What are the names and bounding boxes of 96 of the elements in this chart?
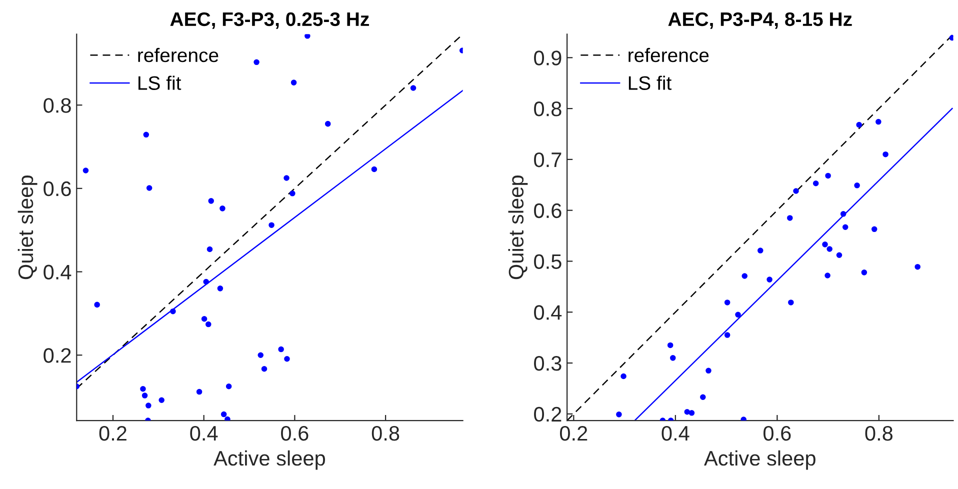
point <box>304 34 310 39</box>
point <box>735 312 741 318</box>
point <box>836 252 842 258</box>
x-tick-label: 0.8 <box>865 426 893 441</box>
point <box>700 394 706 400</box>
point <box>812 180 819 186</box>
point <box>203 278 210 285</box>
point <box>206 246 213 252</box>
point <box>410 85 416 91</box>
point <box>742 273 748 279</box>
x-tick-label: 0.4 <box>662 426 690 441</box>
chart-title: AEC, P3-P4, 8-15 Hz <box>668 12 852 29</box>
point <box>205 321 212 328</box>
y-tick-label: 0.4 <box>44 264 72 280</box>
point <box>284 175 290 181</box>
point <box>757 248 764 254</box>
legend-label: reference <box>138 48 218 62</box>
y-tick-label: 0.2 <box>44 348 71 363</box>
point <box>854 182 860 188</box>
point <box>94 302 100 308</box>
point <box>290 80 297 86</box>
point <box>146 402 152 408</box>
point <box>914 264 920 270</box>
point <box>788 300 794 306</box>
point <box>324 120 331 127</box>
point <box>876 118 882 125</box>
point <box>670 355 676 361</box>
point <box>825 172 831 179</box>
point <box>142 392 148 398</box>
point <box>220 206 226 212</box>
point <box>208 198 214 204</box>
point <box>842 224 848 230</box>
point <box>724 300 730 306</box>
point <box>826 246 832 252</box>
y-tick-label: 0.5 <box>534 254 562 269</box>
point <box>840 211 846 217</box>
x-axis-title: Active sleep <box>214 450 326 470</box>
point <box>258 352 264 358</box>
x-axis-title: Active sleep <box>704 450 816 470</box>
x-tick-label: 0.8 <box>372 426 400 441</box>
point <box>787 215 793 221</box>
y-tick-label: 0.6 <box>534 203 562 218</box>
point <box>856 122 862 128</box>
x-tick-label: 0.4 <box>190 426 218 441</box>
y-axis-title: Quiet sleep <box>508 176 528 280</box>
y-tick-label: 0.7 <box>534 152 562 168</box>
point <box>254 59 260 66</box>
point <box>822 242 828 248</box>
x-tick-label: 0.6 <box>281 426 308 441</box>
x-tick-label: 0.2 <box>560 426 588 441</box>
point <box>140 386 146 392</box>
point <box>224 416 230 421</box>
point <box>284 356 290 362</box>
y-tick-label: 0.6 <box>44 181 71 196</box>
x-tick-label: 0.2 <box>99 426 126 441</box>
y-tick-label: 0.9 <box>534 50 562 66</box>
point <box>667 342 674 348</box>
point <box>158 397 164 404</box>
point <box>616 412 622 418</box>
point <box>146 185 152 191</box>
point <box>196 388 202 395</box>
point <box>882 151 888 158</box>
y-tick-label: 0.2 <box>534 406 562 422</box>
y-axis-title: Quiet sleep <box>18 176 38 280</box>
point <box>220 411 227 418</box>
y-tick-label: 0.8 <box>534 102 562 116</box>
point <box>766 276 772 282</box>
point <box>706 368 712 374</box>
point <box>290 190 296 196</box>
point <box>688 410 695 416</box>
point <box>371 166 378 172</box>
y-tick-label: 0.4 <box>534 305 562 320</box>
point <box>226 383 232 390</box>
point <box>82 168 89 174</box>
point <box>793 188 799 194</box>
chart-title: AEC, F3-P3, 0.25-3 Hz <box>170 12 369 29</box>
point <box>871 226 878 232</box>
point <box>278 346 284 352</box>
legend-label: LS fit <box>138 76 182 90</box>
point <box>217 286 224 292</box>
y-tick-label: 0.3 <box>534 356 562 371</box>
point <box>861 270 868 276</box>
point <box>261 366 268 372</box>
legend-label: LS fit <box>628 76 672 90</box>
point <box>143 132 150 138</box>
x-tick-label: 0.6 <box>764 426 791 441</box>
point <box>824 272 830 278</box>
point <box>740 416 746 421</box>
point <box>268 222 274 228</box>
point <box>620 373 626 380</box>
point <box>684 408 690 415</box>
point <box>170 308 176 314</box>
legend-label: reference <box>628 48 709 62</box>
point <box>724 332 730 338</box>
y-tick-label: 0.8 <box>44 98 71 113</box>
point <box>201 316 208 322</box>
